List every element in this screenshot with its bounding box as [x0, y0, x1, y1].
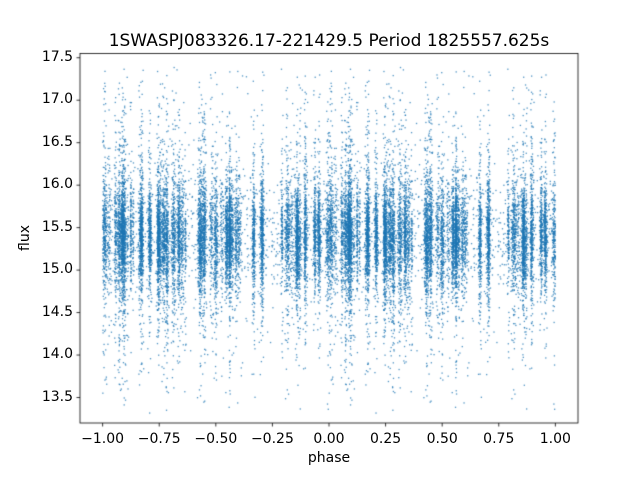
x-tick-label-8: 1.00 [539, 431, 571, 447]
y-tick-label-4: 15.5 [41, 218, 73, 235]
y-tick-label-5: 16.0 [41, 176, 73, 193]
chart-title: 1SWASPJ083326.17-221429.5 Period 1825557… [108, 31, 550, 51]
y-tick-label-6: 16.5 [41, 133, 73, 150]
y-tick-label-8: 17.5 [41, 48, 73, 65]
x-tick-label-0: −1.00 [81, 431, 125, 447]
x-tick-label-6: 0.50 [426, 431, 458, 447]
x-tick-label-5: 0.25 [369, 431, 402, 447]
x-tick-label-7: 0.75 [483, 431, 515, 447]
y-tick-label-1: 14.0 [41, 346, 73, 363]
x-tick-label-2: −0.50 [194, 431, 238, 447]
y-tick-label-2: 14.5 [41, 303, 73, 320]
y-tick-label-7: 17.0 [41, 91, 73, 108]
x-tick-label-4: 0.00 [313, 431, 345, 447]
x-tick-label-3: −0.25 [250, 431, 294, 447]
x-axis-label: phase [307, 450, 351, 466]
y-tick-label-0: 13.5 [41, 388, 73, 405]
y-tick-label-3: 15.0 [41, 261, 73, 278]
x-tick-label-1: −0.75 [137, 431, 181, 447]
